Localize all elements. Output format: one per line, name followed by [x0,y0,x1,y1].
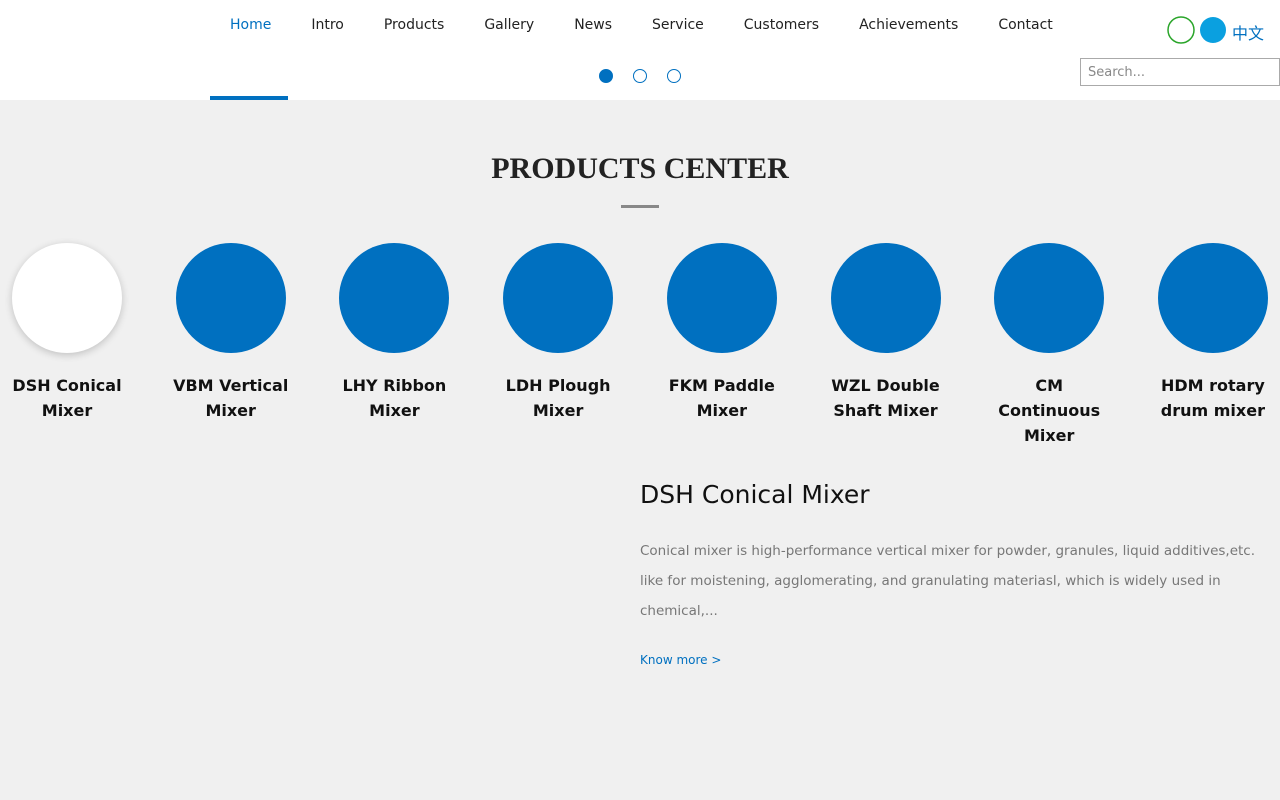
product-item[interactable]: DSH Conical Mixer [0,243,137,423]
nav-item[interactable]: Gallery [484,17,535,33]
product-circle [175,243,286,353]
product-circle [503,243,614,353]
product-circle [830,243,941,353]
product-circle [339,243,450,353]
product-item[interactable]: FKM Paddle Mixer [652,243,792,423]
slide-dot[interactable] [667,69,681,83]
product-circle [12,243,122,353]
product-name: CM Continuous Mixer [998,376,1101,445]
product-item[interactable]: CM Continuous Mixer [979,243,1119,448]
product-item[interactable]: HDM rotary drum mixer [1143,243,1280,423]
product-item[interactable]: LDH Plough Mixer [488,243,628,423]
title-bar [621,205,659,208]
product-name: VBM Vertical Mixer [173,376,289,420]
product-name: LDH Plough Mixer [505,376,611,420]
nav-item[interactable]: Home [230,17,272,33]
know-more-link[interactable]: Know more > [640,653,722,667]
main-nav: Home Intro Products Gallery News Service Custo… [210,0,1073,100]
detail-description: Conical mixer is high-performance vertic… [640,543,1256,619]
product-name: WZL Double Shaft Mixer [831,376,940,420]
product-name: HDM rotary drum mixer [1160,376,1265,420]
product-circle [666,243,777,353]
product-item[interactable]: VBM Vertical Mixer [161,243,301,423]
nav-item[interactable]: Contact [998,17,1053,33]
product-name: LHY Ribbon Mixer [342,376,447,420]
wechat-icon[interactable] [1167,16,1195,44]
language-switch[interactable]: 中文 [1232,24,1265,43]
product-circle [1157,243,1268,353]
search-placeholder: Search... [1088,65,1146,80]
nav-item[interactable]: Achievements [859,17,959,33]
product-name: FKM Paddle Mixer [668,376,775,420]
slide-dot[interactable] [599,69,613,83]
header: Home Intro Products Gallery News Service Custo… [0,0,1280,100]
social-icons [1167,16,1226,44]
slide-dot[interactable] [633,69,647,83]
product-circle [994,243,1105,353]
weibo-icon[interactable] [1200,17,1226,43]
product-item[interactable]: WZL Double Shaft Mixer [816,243,956,423]
search-box[interactable]: Search... [1080,58,1280,86]
nav-item[interactable]: Products [383,17,445,33]
product-name: DSH Conical Mixer [12,376,122,420]
detail-title: DSH Conical Mixer [640,480,870,509]
nav-item[interactable]: News [574,17,613,33]
nav-item[interactable]: Service [652,17,704,33]
nav-item[interactable]: Intro [311,17,344,33]
section-title: PRODUCTS CENTER [491,152,789,185]
product-item[interactable]: LHY Ribbon Mixer [324,243,464,423]
nav-item[interactable]: Customers [743,17,820,33]
active-underline [210,96,288,100]
